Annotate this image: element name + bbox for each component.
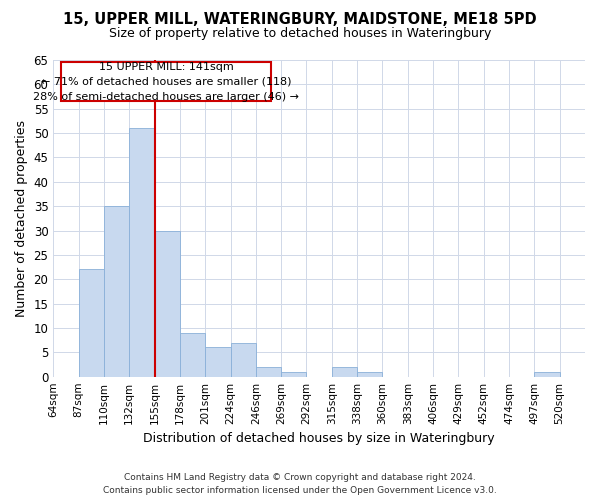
Bar (357, 372, 382, 376)
Text: 15, UPPER MILL, WATERINGBURY, MAIDSTONE, ME18 5PD: 15, UPPER MILL, WATERINGBURY, MAIDSTONE,… (63, 12, 537, 28)
Bar (79, 270, 104, 376)
Text: Size of property relative to detached houses in Wateringbury: Size of property relative to detached ho… (109, 28, 491, 40)
Bar (155, 230, 180, 376)
Bar (205, 348, 230, 376)
Bar (256, 367, 281, 376)
Text: 15 UPPER MILL: 141sqm
← 71% of detached houses are smaller (118)
28% of semi-det: 15 UPPER MILL: 141sqm ← 71% of detached … (33, 62, 299, 102)
Bar (535, 372, 560, 376)
Text: Contains HM Land Registry data © Crown copyright and database right 2024.
Contai: Contains HM Land Registry data © Crown c… (103, 474, 497, 495)
Bar (61, 62, 271, 102)
Bar (281, 372, 307, 376)
Bar (332, 367, 357, 376)
Bar (180, 333, 205, 376)
Y-axis label: Number of detached properties: Number of detached properties (15, 120, 28, 317)
X-axis label: Distribution of detached houses by size in Wateringbury: Distribution of detached houses by size … (143, 432, 495, 445)
Bar (230, 342, 256, 376)
Bar (104, 206, 129, 376)
Bar (129, 128, 155, 376)
